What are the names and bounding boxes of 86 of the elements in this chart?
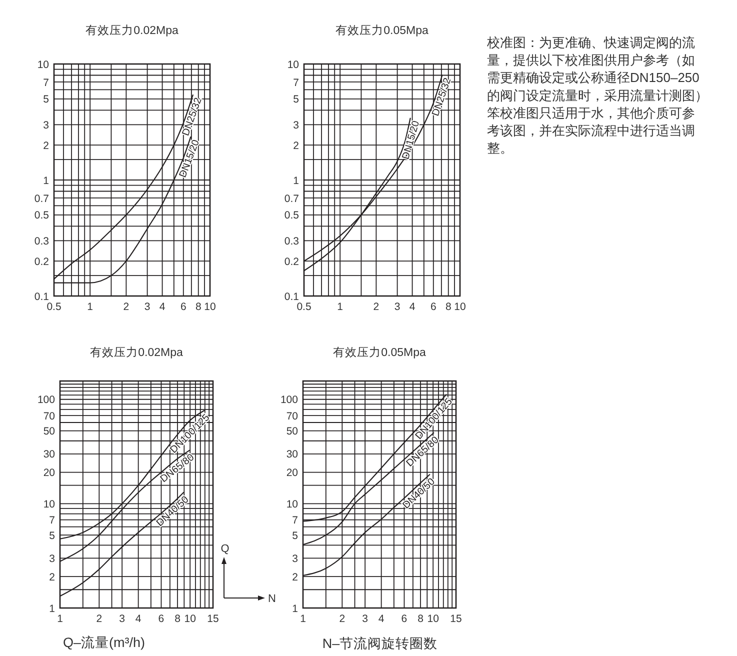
y-tick-label: 10: [43, 498, 55, 510]
x-tick-label: 2: [123, 301, 130, 313]
x-tick-label: 2: [96, 613, 102, 625]
x-tick-label: 10: [184, 613, 196, 625]
x-tick-label: 10: [204, 301, 216, 313]
y-tick-label: 10: [37, 58, 49, 71]
x-tick-label: 8: [418, 613, 424, 625]
y-tick-label: 70: [43, 410, 55, 422]
y-tick-label: 7: [43, 76, 49, 89]
x-tick-label: 10: [454, 301, 466, 313]
x-tick-label: 1: [87, 301, 94, 313]
x-tick-label: 6: [401, 613, 408, 625]
annotation: Q–流量(m³/h): [63, 635, 145, 650]
x-tick-label: 8: [445, 301, 452, 313]
y-tick-label: 100: [37, 394, 55, 406]
y-tick-label: 20: [43, 467, 55, 480]
y-tick-label: 10: [286, 498, 298, 510]
x-tick-label: 1: [337, 301, 344, 313]
y-tick-label: 7: [293, 76, 299, 89]
x-tick-label: 2: [339, 613, 346, 625]
x-tick-label: 0.5: [46, 301, 62, 313]
title: 有效压力0.02Mpa: [90, 347, 183, 359]
x-tick-label: 15: [207, 613, 219, 625]
y-tick-label: 0.3: [34, 235, 49, 248]
x-tick-label: 4: [135, 613, 142, 625]
y-tick-label: 5: [293, 94, 299, 106]
y-tick-label: 3: [292, 553, 298, 566]
y-tick-label: 2: [293, 140, 299, 152]
y-tick-label: 2: [49, 571, 55, 584]
y-tick-label: 0.1: [284, 290, 299, 303]
y-tick-label: 20: [286, 467, 298, 480]
y-tick-label: 50: [286, 426, 298, 438]
x-tick-label: 4: [159, 301, 166, 313]
y-tick-label: 2: [43, 140, 49, 152]
x-tick-label: 4: [409, 301, 416, 313]
y-tick-label: 5: [49, 530, 55, 542]
y-tick-label: 1: [293, 174, 299, 187]
annotation: N–节流阀旋转圈数: [322, 636, 438, 651]
y-tick-label: 7: [49, 514, 55, 527]
y-tick-label: 0.7: [34, 192, 49, 205]
x-tick-label: 6: [430, 301, 436, 313]
y-tick-label: 10: [287, 58, 299, 71]
y-tick-label: 7: [292, 514, 298, 527]
series-label: DN15/20: [400, 120, 422, 161]
y-tick-label: 5: [292, 530, 298, 542]
y-tick-label: 0.2: [34, 256, 49, 268]
y-tick-label: 0.1: [34, 290, 49, 303]
y-tick-label: 0.7: [284, 192, 299, 205]
note: 校准图：为更准确、快速调定阀的流量，提供以下校准图供用户参考（如需更精确设定或公称通径DN150–250的阀门设定流量时，采用流量计测图）笨校准图只适用于水，其他介质可参考该图，并在实际流程中进行适当调整。: [487, 35, 708, 156]
y-tick-label: 50: [43, 426, 55, 438]
y-tick-label: 3: [43, 119, 49, 132]
y-tick-label: 5: [43, 94, 49, 106]
y-tick-label: 1: [43, 174, 49, 187]
y-tick-label: 0.2: [284, 256, 299, 268]
x-tick-label: 1: [57, 613, 63, 625]
y-tick-label: 70: [286, 410, 298, 422]
x-tick-label: 3: [144, 301, 150, 313]
y-tick-label: 0.3: [284, 235, 299, 248]
y-tick-label: 3: [49, 553, 55, 566]
annotation: N: [268, 593, 276, 605]
y-tick-label: 1: [292, 602, 298, 615]
x-tick-label: 4: [378, 613, 384, 625]
x-tick-label: 8: [174, 613, 180, 625]
x-tick-label: 8: [195, 301, 202, 313]
title: 有效压力0.02Mpa: [86, 25, 178, 37]
x-tick-label: 6: [180, 301, 186, 313]
x-tick-label: 6: [158, 613, 164, 625]
x-tick-label: 0.5: [296, 301, 312, 313]
y-tick-label: 0.5: [284, 210, 299, 222]
y-tick-label: 0.5: [34, 210, 49, 222]
y-tick-label: 3: [293, 119, 299, 132]
x-tick-label: 10: [427, 613, 439, 625]
y-tick-label: 2: [292, 571, 298, 584]
y-tick-label: 1: [49, 602, 55, 615]
x-tick-label: 1: [300, 613, 306, 625]
annotation: Q: [220, 543, 230, 555]
y-tick-label: 30: [43, 448, 55, 461]
title: 有效压力0.05Mpa: [333, 347, 426, 359]
x-tick-label: 2: [373, 301, 380, 313]
x-tick-label: 3: [394, 301, 400, 313]
x-tick-label: 15: [450, 613, 462, 625]
x-tick-label: 3: [119, 613, 125, 625]
title: 有效压力0.05Mpa: [336, 25, 428, 37]
y-tick-label: 100: [280, 394, 298, 406]
x-tick-label: 3: [362, 613, 368, 625]
y-tick-label: 30: [286, 448, 298, 461]
